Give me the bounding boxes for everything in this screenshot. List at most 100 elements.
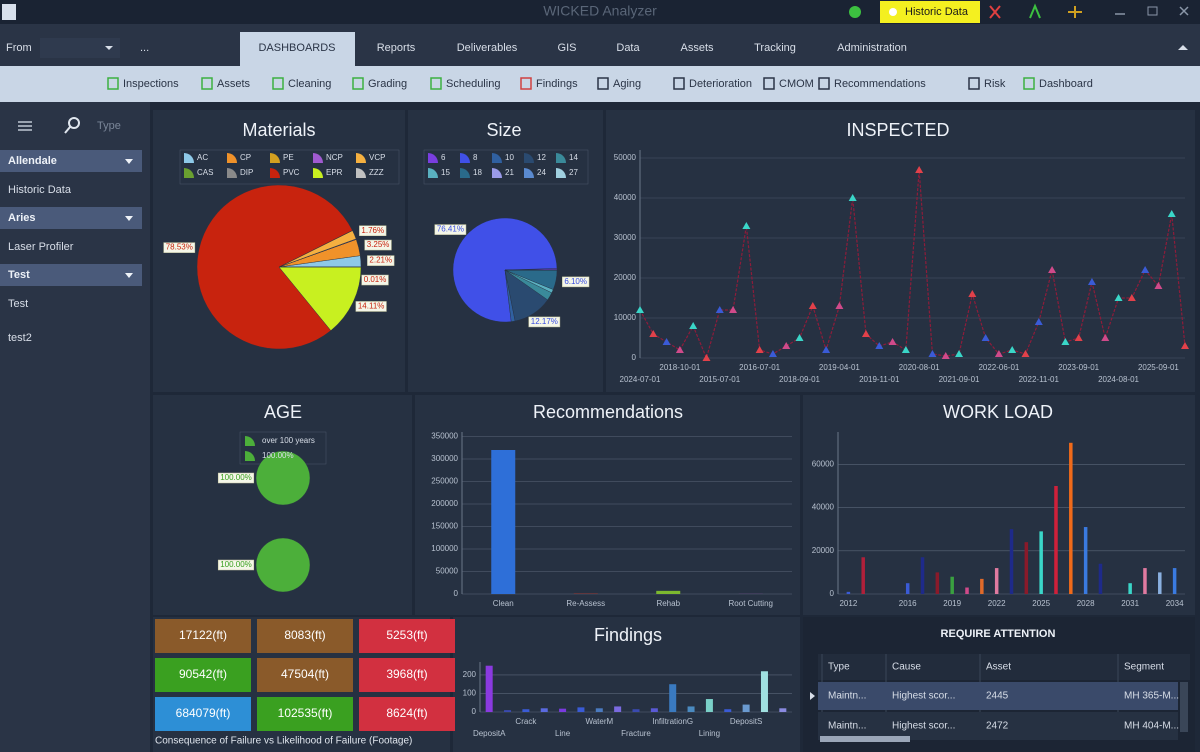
help-icon[interactable] xyxy=(849,6,861,18)
data-label: 78.53% xyxy=(166,243,193,252)
table-row[interactable] xyxy=(818,712,1178,740)
toolbar-item[interactable]: Inspections xyxy=(123,78,179,90)
column-header[interactable]: Type xyxy=(828,662,850,673)
kpi-tile[interactable] xyxy=(359,619,455,653)
menu-tab[interactable]: GIS xyxy=(558,42,577,54)
point-marker xyxy=(808,302,817,309)
scrollbar-v[interactable] xyxy=(1180,682,1188,732)
legend-label: CP xyxy=(240,153,251,162)
legend-swatch xyxy=(245,451,255,461)
data-label-bg xyxy=(562,276,590,288)
workload-panel xyxy=(803,395,1195,615)
column-header[interactable]: Segment xyxy=(1124,662,1164,673)
bar xyxy=(1098,563,1103,594)
toolbar-item[interactable]: Dashboard xyxy=(1039,78,1093,90)
y-tick-label: 100 xyxy=(463,689,477,698)
x-tick-label: 2016-07-01 xyxy=(739,363,780,372)
toolbar-item[interactable]: Deterioration xyxy=(689,78,752,90)
group-header[interactable] xyxy=(0,150,142,172)
kpi-tile[interactable] xyxy=(359,697,455,731)
menu-icon[interactable] xyxy=(18,121,32,131)
kpi-tile[interactable] xyxy=(155,658,251,692)
chart-title: Size xyxy=(486,120,521,140)
search-icon[interactable] xyxy=(68,117,80,129)
menu-tab[interactable]: Deliverables xyxy=(457,42,518,54)
table-cell: MH 404-M... xyxy=(1124,721,1179,732)
toolbar-item[interactable]: Grading xyxy=(368,78,407,90)
maximize-button[interactable] xyxy=(1147,6,1158,16)
menu-tab[interactable]: Reports xyxy=(377,42,416,54)
search-input[interactable]: Type xyxy=(97,120,121,132)
column-header[interactable]: Asset xyxy=(986,662,1011,673)
toolbar-item[interactable]: Scheduling xyxy=(446,78,500,90)
toolbar-item[interactable]: Aging xyxy=(613,78,641,90)
chart-title: Materials xyxy=(242,120,315,140)
kpi-value: 47504(ft) xyxy=(281,667,329,681)
menu-tab[interactable]: DASHBOARDS xyxy=(258,42,335,54)
kpi-tile[interactable] xyxy=(257,697,353,731)
toolbar-icon xyxy=(272,77,284,90)
bar xyxy=(485,665,493,712)
legend-swatch xyxy=(245,436,255,446)
group-item[interactable]: test2 xyxy=(8,332,32,344)
menu-tab[interactable]: Data xyxy=(616,42,640,54)
legend-swatch xyxy=(270,168,280,178)
tool-icon[interactable] xyxy=(989,5,1001,19)
kpi-tile[interactable] xyxy=(257,658,353,692)
x-tick-label: 2019 xyxy=(943,599,961,608)
column-header[interactable]: Cause xyxy=(892,662,921,673)
point-marker xyxy=(768,350,777,357)
kpi-tile[interactable] xyxy=(359,658,455,692)
group-header[interactable] xyxy=(0,264,142,286)
collapse-arrow[interactable] xyxy=(1178,45,1188,50)
point-marker xyxy=(1114,294,1123,301)
toolbar-item[interactable]: CMOM xyxy=(779,78,814,90)
data-label-bg xyxy=(367,255,395,266)
data-label-bg xyxy=(217,472,255,484)
tool-icon[interactable] xyxy=(1068,6,1082,18)
legend-label: 27 xyxy=(569,168,578,177)
bar xyxy=(1054,486,1058,594)
legend-label: PVC xyxy=(283,168,300,177)
group-item[interactable]: Laser Profiler xyxy=(8,241,74,253)
point-marker xyxy=(955,350,964,357)
table-cell: Maintn... xyxy=(828,721,866,732)
table-row[interactable] xyxy=(818,682,1178,710)
point-marker xyxy=(755,346,764,353)
toolbar-item[interactable]: Cleaning xyxy=(288,78,331,90)
x-tick-label: 2021-09-01 xyxy=(939,375,980,384)
point-marker xyxy=(1141,266,1150,273)
menu-tab[interactable]: Administration xyxy=(837,42,907,54)
toolbar-item[interactable]: Recommendations xyxy=(834,78,926,90)
bar xyxy=(687,706,695,712)
tool-icon[interactable] xyxy=(1029,3,1041,19)
more-button[interactable]: ... xyxy=(140,42,149,54)
legend-label: ZZZ xyxy=(369,168,384,177)
x-tick-label: WaterM xyxy=(585,717,613,726)
scrollbar-h[interactable] xyxy=(820,736,910,742)
kpi-tile[interactable] xyxy=(257,619,353,653)
from-dropdown[interactable] xyxy=(40,38,120,58)
data-label-bg xyxy=(217,559,255,571)
legend-label: CAS xyxy=(197,168,213,177)
bar xyxy=(965,587,969,594)
group-item[interactable]: Test xyxy=(8,298,28,310)
bar xyxy=(950,576,954,594)
legend-label: 100.00% xyxy=(262,451,294,460)
x-tick-label: 2022-06-01 xyxy=(978,363,1019,372)
close-button[interactable] xyxy=(1179,6,1189,16)
legend-swatch xyxy=(460,168,470,178)
data-label: 100.00% xyxy=(220,473,252,482)
group-header[interactable] xyxy=(0,207,142,229)
menu-tab[interactable]: Tracking xyxy=(754,42,796,54)
kpi-tile[interactable] xyxy=(155,619,251,653)
toolbar-item[interactable]: Risk xyxy=(984,78,1006,90)
bar xyxy=(920,557,925,594)
kpi-tile[interactable] xyxy=(155,697,251,731)
group-item[interactable]: Historic Data xyxy=(8,184,72,196)
toolbar-item[interactable]: Findings xyxy=(536,78,578,90)
menu-tab[interactable]: Assets xyxy=(680,42,714,54)
historic-data-button[interactable] xyxy=(880,1,980,23)
point-marker xyxy=(636,306,644,313)
toolbar-item[interactable]: Assets xyxy=(217,78,251,90)
